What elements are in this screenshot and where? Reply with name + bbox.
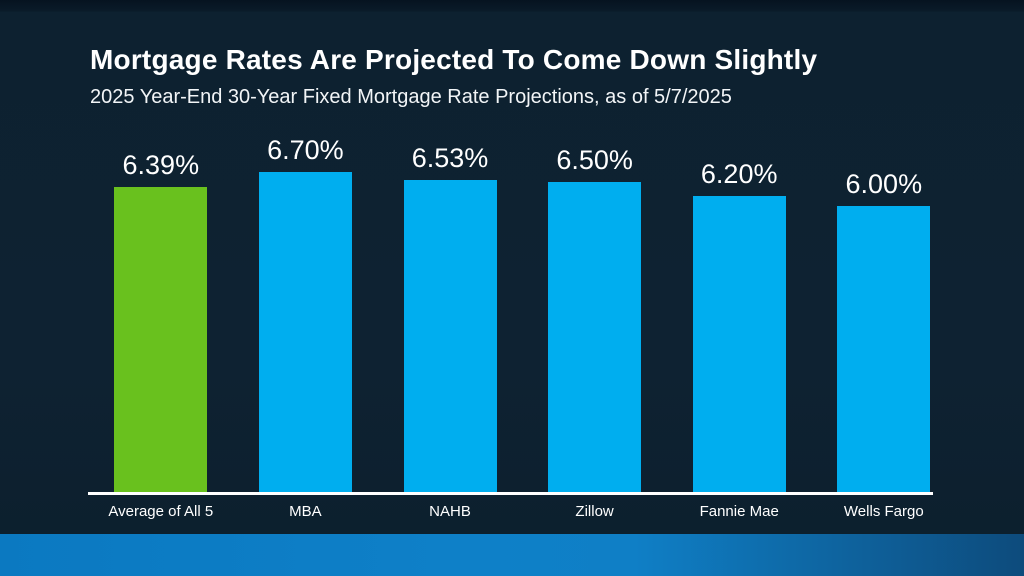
category-label-nahb: NAHB — [429, 503, 471, 520]
chart-title: Mortgage Rates Are Projected To Come Dow… — [90, 44, 818, 75]
bar-column-fannie-mae: 6.20% — [669, 135, 809, 493]
bar-value-label-mba: 6.70% — [267, 135, 344, 166]
bar-fannie-mae — [692, 196, 786, 493]
bar-zillow — [548, 181, 642, 493]
bar-value-label-zillow: 6.50% — [556, 144, 633, 175]
category-label-average-of-all-5: Average of All 5 — [108, 503, 214, 520]
bar-value-label-nahb: 6.53% — [411, 143, 489, 174]
bar-column-mba: 6.70% — [235, 135, 375, 493]
bar-column-wells-fargo: 6.00% — [814, 135, 954, 493]
bar-average-of-all-5 — [114, 186, 208, 493]
category-label-fannie-mae: Fannie Mae — [699, 503, 779, 520]
bar-column-average-of-all-5: 6.39% — [91, 135, 231, 493]
bar-column-nahb: 6.53% — [380, 135, 520, 493]
bar-value-label-average-of-all-5: 6.39% — [122, 149, 200, 180]
x-axis-line — [88, 492, 933, 495]
bar-value-label-wells-fargo: 6.00% — [845, 168, 923, 199]
category-label-mba: MBA — [289, 503, 322, 520]
bar-mba — [258, 172, 352, 493]
bar-wells-fargo — [837, 205, 931, 493]
bar-column-zillow: 6.50% — [525, 135, 665, 493]
category-label-zillow: Zillow — [575, 503, 614, 520]
bar-value-label-fannie-mae: 6.20% — [700, 159, 778, 190]
chart-subtitle: 2025 Year-End 30-Year Fixed Mortgage Rat… — [90, 86, 732, 108]
footer-accent-bar — [0, 534, 1024, 576]
bar-nahb — [403, 180, 497, 493]
category-label-wells-fargo: Wells Fargo — [843, 503, 924, 520]
